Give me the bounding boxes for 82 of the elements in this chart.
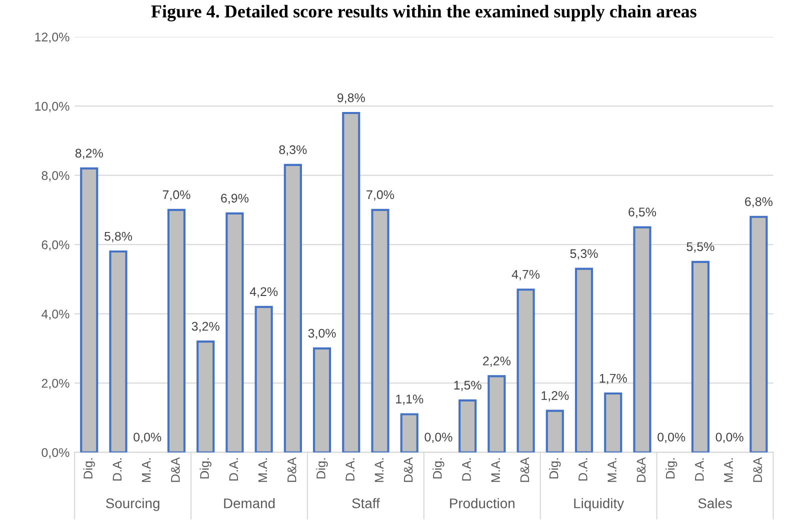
bar [574,268,594,452]
x-tick-label: D.A. [578,458,588,481]
data-label: 6,9% [221,194,248,204]
x-tick-label: D&A [520,457,530,482]
text: Staff [352,498,380,508]
x-tick-label: D&A [636,457,646,482]
x-tick-label: D.A. [346,458,354,481]
text: Sales [698,498,732,508]
data-label: 3,2% [192,322,220,332]
text: Demand [224,498,275,508]
data-label: 8,2% [75,148,103,160]
bar [312,347,332,452]
data-label: 0,0% [658,432,686,444]
data-label: 6,8% [745,197,772,208]
data-label: 5,8% [104,232,132,242]
bar [400,413,418,452]
text: Liquidity [574,498,624,512]
data-label: 5,5% [686,242,714,253]
text: Sourcing [106,498,160,512]
bar [604,392,622,452]
x-tick-label: D.A. [462,458,471,481]
bar [226,212,244,452]
x-tick-label: D.A. [112,458,122,481]
data-label: 9,8% [337,93,365,104]
chart-title: Figure 4. Detailed score results within the examined supply chain areas [151,4,696,22]
y-tick-label: 2,0% [42,378,70,390]
bar [371,208,390,452]
bar [691,260,710,452]
x-tick-label: Dig. [316,458,328,478]
data-label: 5,3% [570,249,598,260]
bar [750,216,768,452]
x-tick-label: D&A [404,457,413,482]
data-label: 0,0% [424,432,452,444]
bar [254,306,273,452]
bar [342,112,360,452]
data-label: 0,0% [716,432,744,444]
bar [633,226,652,452]
y-tick-label: 8,0% [42,171,70,182]
x-tick-label: M.A. [142,458,151,482]
x-tick-label: Dig. [432,458,444,478]
x-tick-label: M.A. [724,458,733,482]
x-tick-label: D&A [171,457,180,482]
x-tick-label: D.A. [229,458,238,481]
data-label: 6,5% [628,208,656,218]
x-tick-label: D.A. [695,458,704,481]
data-label: 4,2% [250,287,278,298]
x-tick-label: M.A. [608,458,616,482]
x-tick-label: D&A [287,457,296,482]
bar [80,167,98,452]
bar [458,399,477,452]
y-tick-label: 6,0% [42,240,70,251]
x-tick-label: D&A [753,457,762,482]
text: Production [450,498,514,508]
data-label: 1,2% [542,391,569,402]
x-tick-label: M.A. [258,458,268,482]
bar [284,164,302,452]
x-tick-label: M.A. [374,458,384,482]
data-label: 7,0% [366,190,394,201]
data-label: 1,5% [454,380,482,392]
data-label: 1,1% [396,394,424,405]
data-label: 2,2% [483,356,510,367]
data-label: 4,7% [512,270,540,280]
bar [546,410,564,452]
data-label: 0,0% [134,432,162,444]
data-label: 3,0% [308,328,336,340]
bar [167,208,186,452]
y-tick-label: 12,0% [35,32,70,43]
bar [109,250,128,452]
x-tick-label: Dig. [200,458,212,478]
data-label: 8,3% [279,145,307,156]
data-label: 1,7% [600,374,627,384]
bar [516,288,535,452]
bar [488,375,506,452]
x-tick-label: M.A. [491,458,500,482]
y-tick-label: 10,0% [35,102,70,112]
x-tick-label: Dig. [83,458,95,478]
y-tick-label: 4,0% [42,310,70,320]
data-label: 7,0% [162,190,190,201]
bar [196,340,215,452]
y-tick-label: 0,0% [42,448,70,458]
x-tick-label: Dig. [549,458,561,478]
x-tick-label: Dig. [666,458,678,478]
